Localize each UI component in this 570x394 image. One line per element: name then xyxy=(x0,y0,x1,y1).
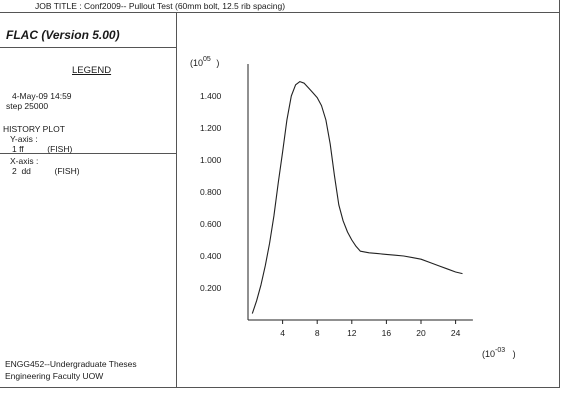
job-title: JOB TITLE : Conf2009-- Pullout Test (60m… xyxy=(35,1,286,11)
x-tick-label-8: 8 xyxy=(315,328,320,338)
x-tick-label-4: 4 xyxy=(280,328,285,338)
y-multiplier-label: (1005 ) xyxy=(190,56,219,68)
y-tick-label-0.200: 0.200 xyxy=(200,283,222,293)
right-border xyxy=(559,0,560,388)
panel-divider xyxy=(176,12,177,388)
title-divider xyxy=(0,47,176,48)
y-multiplier-base: (10 xyxy=(190,58,203,68)
legend-title: LEGEND xyxy=(72,65,112,76)
x-axis-item: 2 dd (FISH) xyxy=(12,166,80,176)
date-line: 4-May-09 14:59 xyxy=(12,91,72,101)
y-tick-label-0.800: 0.800 xyxy=(200,187,222,197)
program-title: FLAC (Version 5.00) xyxy=(6,28,120,42)
x-tick-label-16: 16 xyxy=(382,328,392,338)
y-tick-label-1.000: 1.000 xyxy=(200,155,222,165)
flac-plot-frame: JOB TITLE : Conf2009-- Pullout Test (60m… xyxy=(0,0,560,388)
step-line: step 25000 xyxy=(6,101,49,111)
y-tick-label-1.200: 1.200 xyxy=(200,123,222,133)
x-multiplier-exp: -03 xyxy=(495,347,505,354)
history-chart: 4 8 12 16 20 24 0.200 0.400 0.600 0.800 1.000 1.200… xyxy=(190,56,516,359)
y-tick-label-0.600: 0.600 xyxy=(200,219,222,229)
bottom-border xyxy=(0,387,560,388)
y-multiplier-exp: 05 xyxy=(203,56,211,63)
y-tick-label-1.400: 1.400 xyxy=(200,91,222,101)
x-multiplier-label: (10-03 ) xyxy=(482,347,516,359)
legend-divider xyxy=(0,153,176,154)
chart-axes: 4 8 12 16 20 24 0.200 0.400 0.600 0.800 1.000 1.200… xyxy=(200,64,473,338)
y-axis-label: Y-axis : xyxy=(10,134,38,144)
x-multiplier-base: (10 xyxy=(482,349,495,359)
x-tick-label-24: 24 xyxy=(451,328,461,338)
x-tick-label-20: 20 xyxy=(416,328,426,338)
series-line-1 xyxy=(251,81,463,314)
footer-line-1: ENGG452--Undergraduate Theses xyxy=(5,359,137,369)
history-plot-title: HISTORY PLOT xyxy=(3,124,65,134)
x-tick-label-12: 12 xyxy=(347,328,357,338)
chart-series xyxy=(251,81,463,314)
footer-line-2: Engineering Faculty UOW xyxy=(5,371,104,381)
x-axis-label: X-axis : xyxy=(10,156,39,166)
y-tick-label-0.400: 0.400 xyxy=(200,251,222,261)
y-axis-item: 1 ff (FISH) xyxy=(12,144,73,154)
header-divider xyxy=(0,12,560,13)
